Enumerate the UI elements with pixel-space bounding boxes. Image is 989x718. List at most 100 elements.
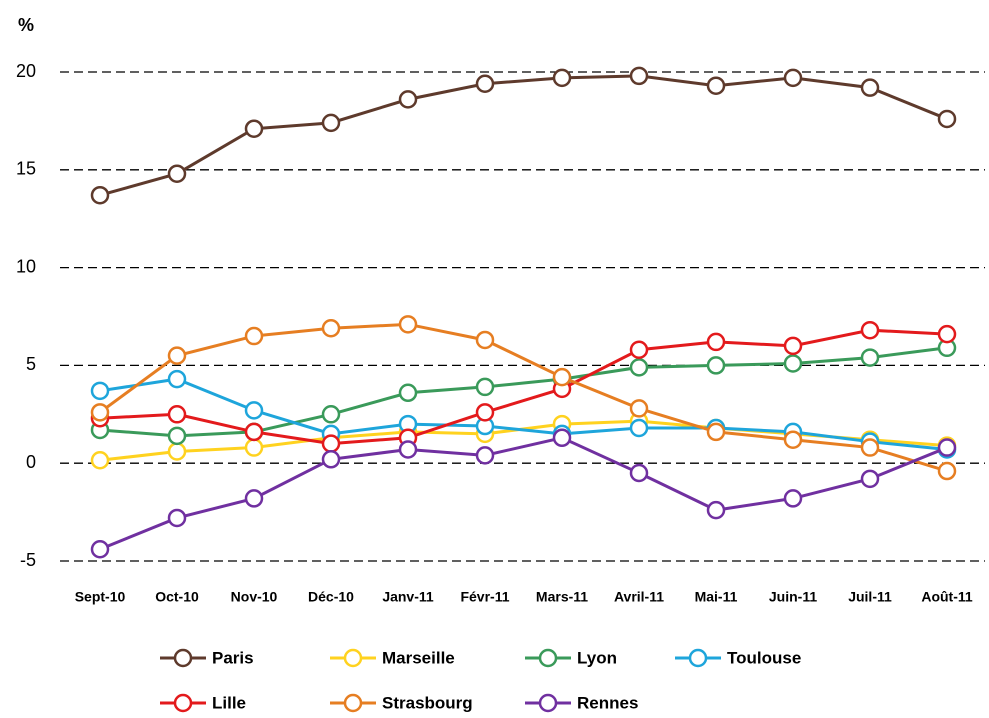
data-point: [783, 430, 803, 449]
x-tick-label: Avril-11: [614, 589, 664, 605]
data-point: [629, 358, 649, 377]
y-tick-label: 5: [26, 354, 36, 374]
data-point: [398, 315, 418, 334]
y-tick-label: 20: [16, 61, 36, 81]
data-point: [937, 324, 957, 344]
data-point: [860, 469, 880, 489]
data-point: [90, 185, 110, 205]
data-point: [860, 78, 880, 97]
data-point: [629, 66, 649, 86]
data-point: [937, 438, 957, 457]
data-point: [552, 68, 572, 88]
data-point: [706, 500, 726, 520]
data-point: [629, 463, 649, 483]
data-point: [90, 540, 110, 559]
x-tick-label: Févr-11: [460, 589, 509, 605]
legend-marker: [343, 648, 363, 668]
legend-label: Rennes: [577, 693, 638, 712]
x-tick-label: Nov-10: [231, 589, 278, 605]
data-point: [167, 405, 187, 424]
data-point: [706, 356, 726, 375]
y-tick-label: 0: [26, 452, 36, 472]
legend-marker: [173, 648, 193, 668]
data-point: [783, 336, 803, 356]
legend-label: Strasbourg: [382, 693, 473, 712]
data-point: [90, 403, 110, 422]
legend-marker: [343, 693, 363, 713]
x-tick-label: Sept-10: [75, 589, 126, 605]
x-tick-label: Août-11: [921, 589, 973, 605]
data-point: [167, 508, 187, 528]
data-point: [398, 440, 418, 459]
data-point: [475, 377, 495, 397]
data-point: [552, 367, 572, 387]
series-line: [99, 74, 948, 197]
data-point: [167, 369, 187, 389]
data-point: [167, 442, 187, 461]
series-line: [99, 322, 948, 473]
data-point: [629, 340, 649, 360]
legend-label: Marseille: [382, 648, 455, 667]
data-point: [244, 489, 264, 508]
data-point: [706, 332, 726, 352]
data-point: [244, 119, 264, 138]
data-point: [167, 164, 187, 183]
y-tick-label: -5: [20, 550, 36, 570]
data-point: [167, 426, 187, 446]
data-point: [321, 450, 341, 469]
data-point: [90, 451, 110, 470]
y-tick-label: 15: [16, 159, 36, 179]
data-point: [475, 330, 495, 350]
data-point: [244, 422, 264, 442]
series-line: [99, 377, 948, 452]
x-tick-label: Juil-11: [848, 589, 892, 605]
data-point: [629, 418, 649, 438]
data-point: [321, 434, 341, 453]
data-point: [552, 428, 572, 448]
data-point: [783, 68, 803, 88]
x-tick-label: Mars-11: [536, 589, 588, 605]
legend-marker: [173, 693, 193, 713]
data-point: [321, 318, 341, 338]
data-point: [321, 405, 341, 424]
data-point: [860, 320, 880, 340]
x-tick-label: Mai-11: [695, 589, 738, 605]
data-point: [860, 348, 880, 367]
data-point: [90, 381, 110, 401]
data-point: [398, 383, 418, 403]
x-tick-label: Oct-10: [155, 589, 199, 605]
data-point: [475, 403, 495, 422]
data-point: [244, 438, 264, 457]
legend-label: Lyon: [577, 648, 617, 667]
legend-label: Lille: [212, 693, 246, 712]
data-point: [860, 438, 880, 457]
data-point: [937, 109, 957, 129]
legend-label: Toulouse: [727, 648, 801, 667]
x-tick-label: Juin-11: [769, 589, 817, 605]
data-point: [937, 461, 957, 481]
y-tick-label: 10: [16, 256, 36, 276]
data-point: [244, 401, 264, 420]
legend-marker: [538, 648, 558, 668]
data-point: [167, 346, 187, 365]
data-point: [398, 90, 418, 109]
x-tick-label: Janv-11: [382, 589, 434, 605]
series-line: [99, 436, 948, 551]
legend-marker: [538, 693, 558, 713]
data-point: [244, 326, 264, 346]
data-point: [783, 354, 803, 373]
data-point: [475, 74, 495, 93]
data-point: [321, 113, 341, 133]
y-axis-label: %: [18, 15, 34, 35]
legend-marker: [688, 648, 708, 668]
data-point: [475, 446, 495, 465]
x-tick-label: Déc-10: [308, 589, 354, 605]
data-point: [706, 76, 726, 95]
data-point: [629, 399, 649, 418]
data-point: [783, 489, 803, 508]
legend-label: Paris: [212, 648, 254, 667]
series-line: [99, 346, 948, 438]
data-point: [706, 422, 726, 442]
series-line: [99, 328, 948, 446]
